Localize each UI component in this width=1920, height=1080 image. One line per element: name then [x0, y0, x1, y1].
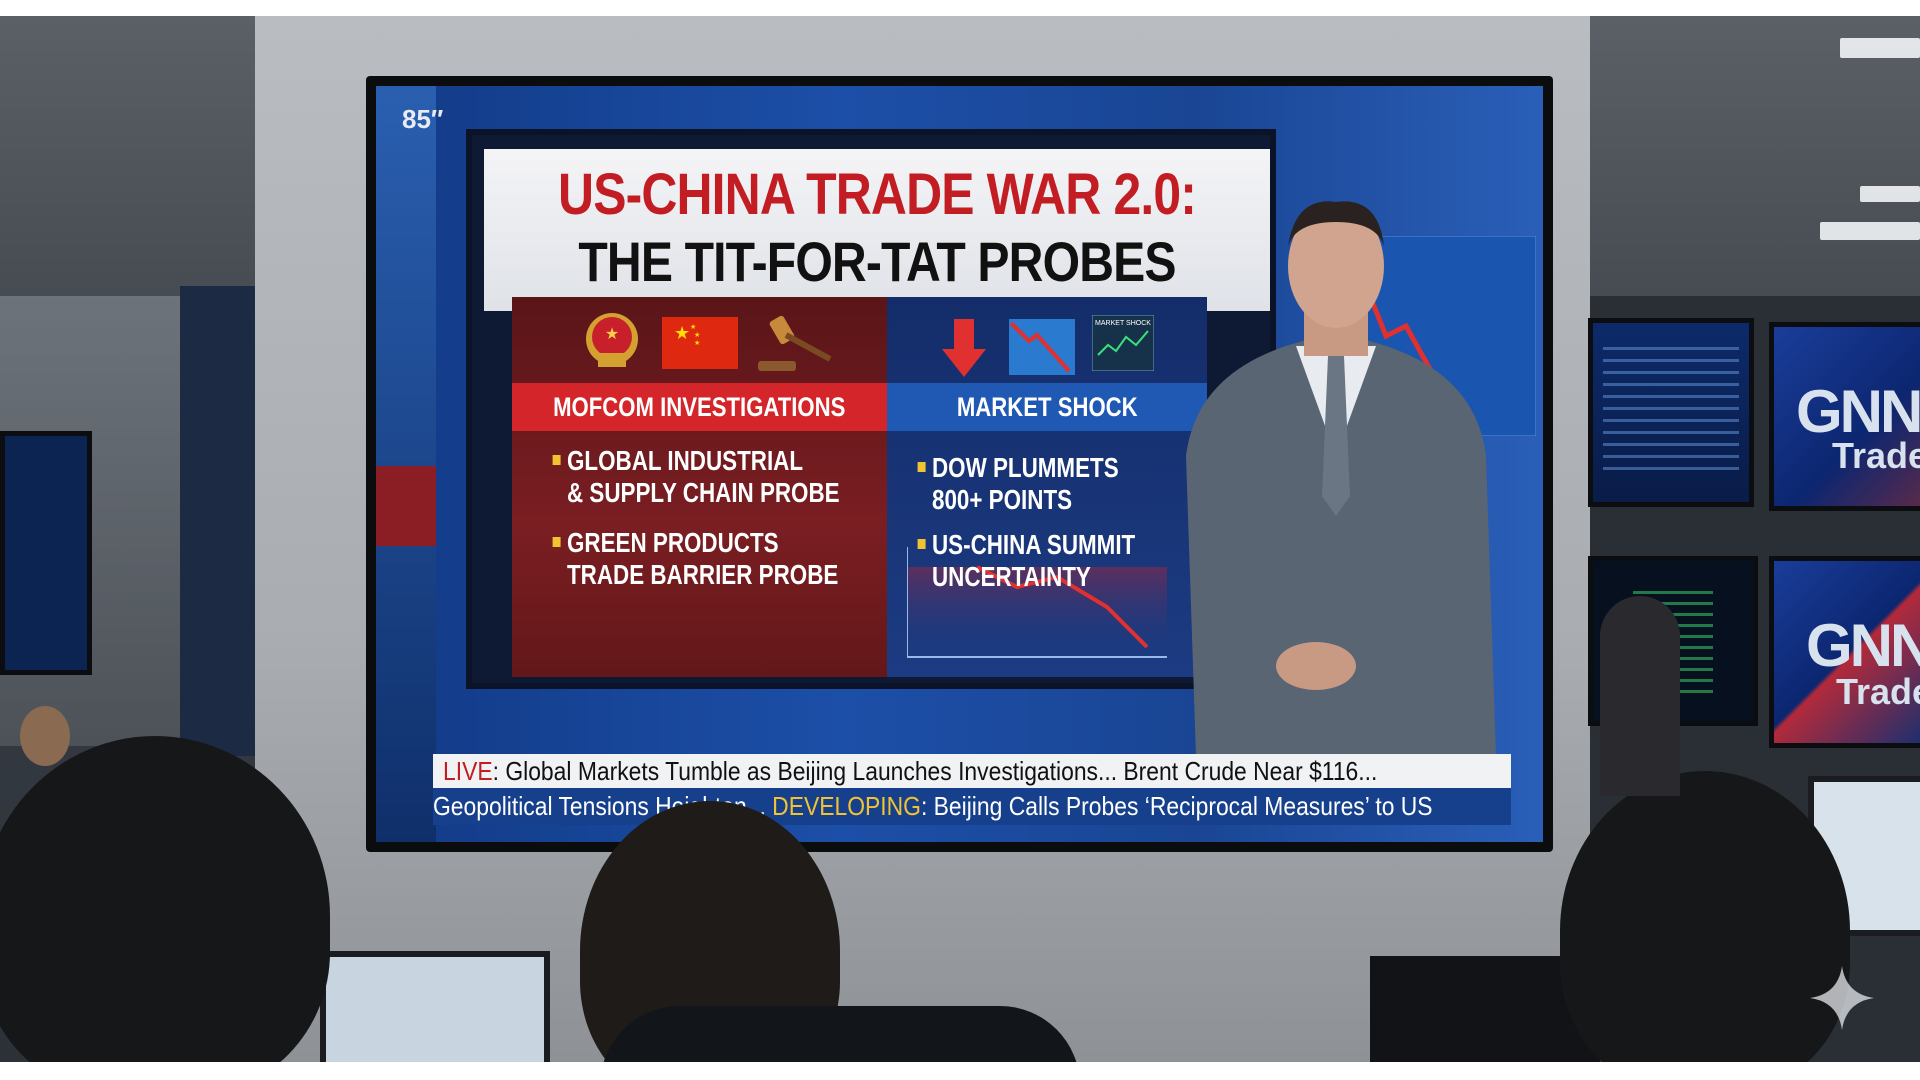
market-shock-header-label: MARKET SHOCK	[956, 391, 1138, 422]
bullet-line: TRADE BARRIER PROBE	[567, 559, 839, 590]
newsroom-scene: GNN Trade GNN Trade 85″ US-CHINA TRADE W…	[0, 16, 1920, 1062]
market-shock-panel: MARKET SHOCK MARKET SHOCK DOW PLUMMETS 80…	[887, 297, 1207, 677]
pillar	[180, 286, 255, 756]
screen-backdrop	[376, 86, 436, 842]
developing-tag: DEVELOPING	[772, 791, 921, 821]
china-flag-icon: ★ ★ ★ ★	[662, 317, 738, 369]
market-shock-header: MARKET SHOCK	[887, 383, 1207, 431]
headline-subtitle: THE TIT-FOR-TAT PROBES	[578, 230, 1176, 293]
mofcom-panel: ★ ★ ★ ★ ★ MOFCOM INVES	[512, 297, 887, 677]
background-person	[1600, 596, 1680, 796]
svg-text:★: ★	[605, 326, 619, 343]
left-background-monitor	[0, 431, 92, 675]
mofcom-header: MOFCOM INVESTIGATIONS	[512, 383, 887, 431]
ceiling-light	[1820, 222, 1920, 240]
svg-text:★: ★	[694, 331, 700, 339]
falling-chart-backdrop	[907, 547, 1167, 658]
bullet-line: & SUPPLY CHAIN PROBE	[567, 477, 840, 508]
bullet-line: US-CHINA SUMMIT	[932, 529, 1136, 560]
person-shoulders	[600, 1006, 1080, 1062]
headline-box: US-CHINA TRADE WAR 2.0: THE TIT-FOR-TAT …	[484, 149, 1270, 311]
gnn-trade-label: Trade	[1832, 435, 1920, 476]
mini-screen-label: MARKET SHOCK	[1095, 320, 1151, 327]
news-graphic: US-CHINA TRADE WAR 2.0: THE TIT-FOR-TAT …	[466, 129, 1276, 689]
person-head	[1560, 771, 1850, 1062]
mofcom-header-label: MOFCOM INVESTIGATIONS	[553, 391, 846, 422]
bullet-line: DOW PLUMMETS	[932, 452, 1119, 483]
bullet-line: GLOBAL INDUSTRIAL	[567, 445, 804, 476]
ticker-text: : Beijing Calls Probes ‘Reciprocal Measu…	[920, 791, 1433, 821]
news-ticker-top: LIVE: Global Markets Tumble as Beijing L…	[433, 754, 1511, 788]
china-emblem-icon: ★	[586, 313, 638, 367]
bullet-item: GREEN PRODUCTS TRADE BARRIER PROBE	[552, 527, 839, 591]
ticker-text: : Global Markets Tumble as Beijing Launc…	[492, 755, 1378, 786]
main-tv: 85″ US-CHINA TRADE WAR 2.0: THE TIT-FOR-…	[366, 76, 1553, 852]
sparkle-watermark-icon	[1810, 966, 1874, 1030]
gnn-logo: GNN	[1806, 612, 1920, 679]
svg-text:★: ★	[674, 323, 690, 343]
background-person	[20, 706, 70, 766]
gnn-logo: GNN	[1796, 378, 1920, 445]
bullet-line: GREEN PRODUCTS	[567, 527, 779, 558]
stock-ticker-monitor	[1588, 318, 1754, 507]
bullet-item: GLOBAL INDUSTRIAL & SUPPLY CHAIN PROBE	[552, 445, 840, 509]
person-head	[0, 736, 330, 1062]
gavel-icon	[758, 315, 832, 371]
bullet-item: DOW PLUMMETS 800+ POINTS	[917, 452, 1119, 516]
down-arrow-icon	[942, 319, 986, 377]
tv-screen: 85″ US-CHINA TRADE WAR 2.0: THE TIT-FOR-…	[376, 86, 1543, 842]
headline-title: US-CHINA TRADE WAR 2.0:	[558, 162, 1197, 227]
tv-size-label: 85″	[402, 104, 444, 134]
bullet-line: UNCERTAINTY	[932, 561, 1091, 592]
ceiling-light	[1860, 186, 1920, 202]
desk-monitor	[320, 951, 550, 1062]
gnn-trade-monitor: GNN Trade	[1769, 556, 1920, 748]
news-anchor	[1186, 201, 1496, 756]
svg-text:★: ★	[690, 323, 696, 331]
screen-backdrop	[376, 466, 436, 546]
bullet-item: US-CHINA SUMMIT UNCERTAINTY	[917, 529, 1136, 593]
ceiling-light	[1840, 38, 1920, 58]
news-ticker-bottom: Geopolitical Tensions Heighten... DEVELO…	[433, 788, 1511, 825]
bullet-line: 800+ POINTS	[932, 484, 1073, 515]
gnn-trade-label: Trade	[1836, 671, 1920, 712]
gnn-trade-monitor: GNN Trade	[1769, 322, 1920, 511]
svg-text:★: ★	[694, 339, 700, 347]
falling-chart-icon	[1009, 319, 1075, 375]
live-tag: LIVE	[443, 755, 493, 786]
market-shock-screen-icon: MARKET SHOCK	[1092, 315, 1154, 371]
